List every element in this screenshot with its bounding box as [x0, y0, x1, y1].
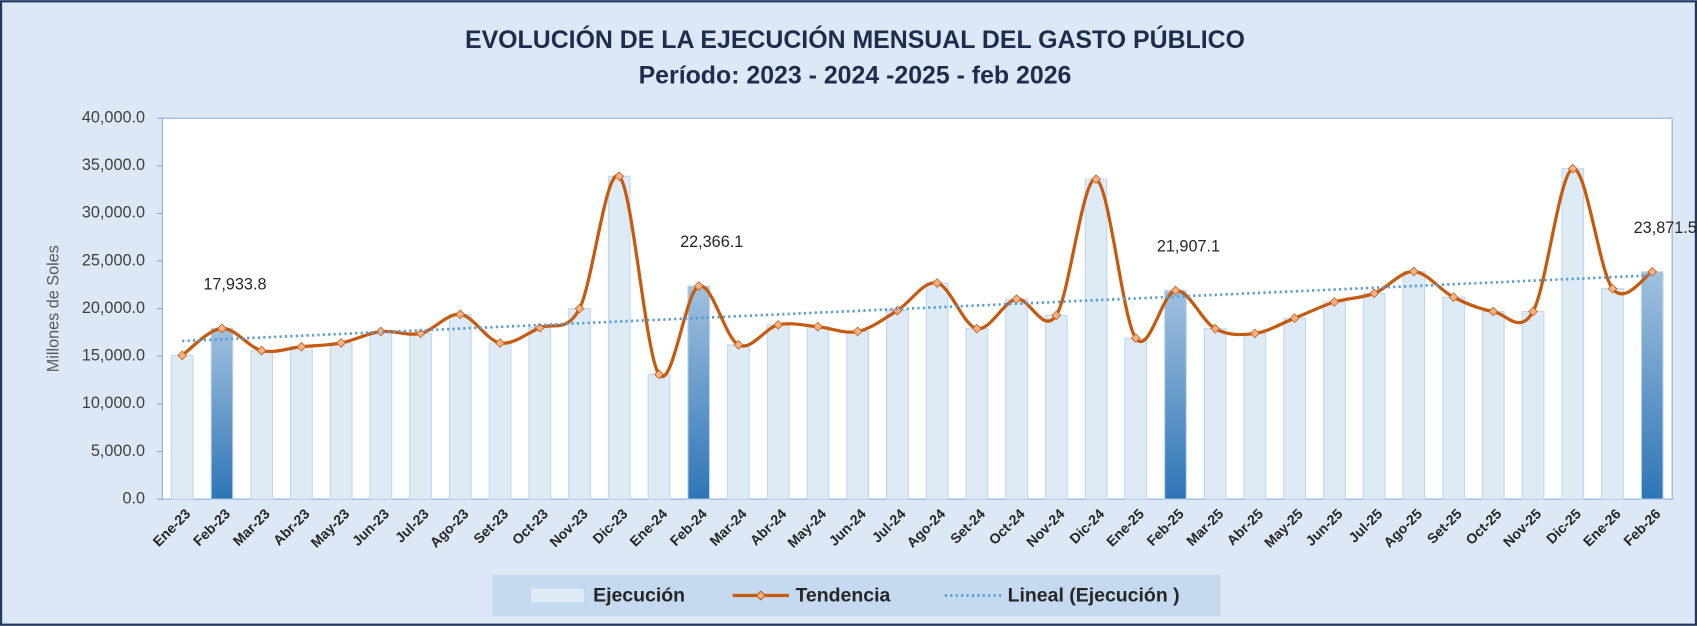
bar [568, 308, 591, 500]
line-marker [534, 322, 545, 333]
line-marker [614, 171, 625, 182]
line-marker [733, 339, 744, 350]
line-marker [336, 338, 346, 348]
bar [1601, 288, 1624, 500]
y-tick-label: 10,000.0 [82, 394, 145, 412]
legend-label: Lineal (Ejecución ) [1008, 585, 1180, 607]
line-marker [1091, 174, 1101, 185]
line-marker [217, 323, 227, 334]
line-marker [932, 278, 942, 288]
bar [766, 324, 790, 500]
line-marker [813, 321, 823, 332]
y-tick-label: 30,000.0 [82, 204, 145, 222]
line-marker [574, 303, 585, 314]
bar [1005, 298, 1028, 500]
bar [290, 346, 313, 500]
y-tick-label: 25,000.0 [82, 251, 145, 269]
line-marker [693, 281, 704, 292]
y-tick-label: 40,000.0 [82, 108, 145, 126]
line-marker [773, 319, 784, 330]
y-axis-title: Millones de Soles [44, 245, 62, 372]
line-marker [971, 323, 982, 334]
bar [1323, 301, 1346, 500]
data-label: 23,871.5 [1634, 219, 1697, 237]
bar [250, 350, 274, 500]
line-marker [1528, 306, 1538, 317]
legend-swatch [529, 587, 585, 604]
bar [1561, 168, 1585, 500]
line-marker [1250, 328, 1260, 339]
bar [488, 342, 512, 500]
bar [369, 330, 393, 500]
bar [965, 328, 989, 500]
line-marker [1567, 163, 1578, 174]
bar [727, 344, 750, 500]
bar [1243, 332, 1267, 500]
bar [1442, 296, 1465, 500]
bar [1521, 310, 1545, 500]
line-marker [1647, 266, 1658, 277]
bar [1084, 178, 1108, 500]
line-marker [1408, 266, 1419, 277]
line-marker [455, 309, 466, 320]
line-marker [1170, 285, 1181, 296]
line-marker [256, 345, 267, 356]
bar [1164, 289, 1187, 500]
data-label: 21,907.1 [1157, 237, 1220, 255]
y-tick-label: 15,000.0 [82, 347, 145, 365]
legend-box [492, 574, 1221, 617]
trend-line [182, 273, 1653, 343]
line-marker [415, 328, 426, 339]
bar [1481, 310, 1505, 500]
line-marker [654, 369, 664, 380]
line-marker [296, 341, 307, 352]
bar [448, 313, 472, 500]
line-marker [1051, 310, 1062, 321]
y-tick-label: 5,000.0 [91, 442, 145, 460]
bar [1044, 314, 1068, 500]
legend-marker [755, 590, 766, 601]
bar [647, 373, 671, 500]
line-marker [892, 305, 903, 316]
bar [607, 175, 631, 500]
chart-subtitle: Período: 2023 - 2024 -2025 - feb 2026 [639, 62, 1072, 90]
line-marker [1210, 323, 1221, 334]
bar [329, 342, 353, 500]
legend-label: Tendencia [795, 585, 890, 607]
bar [1203, 328, 1227, 500]
bar [1283, 317, 1307, 500]
line-marker [375, 326, 386, 337]
line-marker [1289, 313, 1300, 324]
data-label: 22,366.1 [680, 233, 743, 251]
legend-label: Ejecución [593, 585, 685, 607]
bar [1362, 292, 1386, 500]
bar [1124, 337, 1148, 500]
bar [925, 282, 949, 500]
bar [846, 330, 869, 500]
bar [1402, 270, 1426, 500]
y-tick-label: 35,000.0 [82, 156, 145, 174]
y-tick-label: 0.0 [122, 489, 145, 507]
chart-title: EVOLUCIÓN DE LA EJECUCIÓN MENSUAL DEL GA… [465, 24, 1245, 54]
line-marker [1329, 297, 1340, 307]
line-marker [1607, 283, 1618, 294]
bar [1640, 271, 1664, 500]
bar [409, 332, 432, 500]
line-marker [177, 350, 188, 361]
data-label: 17,933.8 [203, 275, 266, 293]
bar [806, 326, 830, 500]
line-marker [1448, 292, 1459, 303]
bar [210, 327, 234, 500]
line-marker [1369, 288, 1379, 299]
line-marker [1130, 333, 1141, 344]
line-marker [495, 338, 505, 348]
bar [528, 327, 552, 500]
bar [885, 310, 909, 500]
line-marker [852, 326, 863, 337]
y-tick-label: 20,000.0 [82, 299, 145, 317]
line-marker [1488, 306, 1499, 317]
bar [170, 354, 194, 500]
